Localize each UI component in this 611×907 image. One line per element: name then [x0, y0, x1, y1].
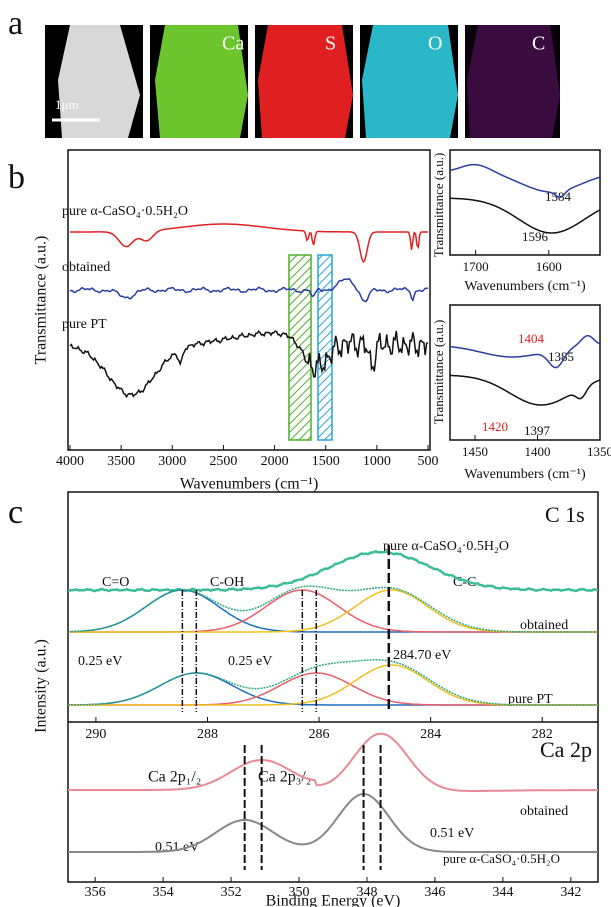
x-tick-label: 346 [424, 885, 445, 900]
element-label: O [428, 33, 442, 55]
curve-label: obtained [62, 260, 110, 275]
annotation: 284.70 eV [393, 648, 451, 663]
x-axis-label: Wavenumbers (cm⁻¹) [180, 476, 319, 493]
particle [155, 25, 248, 138]
highlight-band [317, 254, 333, 441]
particle [362, 25, 458, 138]
x-tick-label: 356 [85, 885, 106, 900]
curve-label: obtained [520, 804, 568, 819]
x-tick-label: 286 [309, 727, 330, 742]
peak-label: Ca 2p₃/₂ [258, 769, 311, 786]
plot-frame [67, 491, 599, 883]
plot-frame [67, 149, 431, 451]
x-tick-label: 350 [289, 885, 310, 900]
scale-label: 1μm [55, 97, 79, 112]
spectrum [68, 664, 598, 706]
curve-label: pure PT [62, 317, 107, 332]
spectrum-title: Ca 2p [540, 737, 592, 762]
spectrum [68, 589, 598, 633]
spectrum [68, 589, 598, 633]
panel-label: b [8, 159, 25, 196]
panel-label: a [8, 5, 23, 42]
spectrum [450, 197, 601, 234]
y-axis-label: Transmittance (a.u.) [33, 236, 50, 365]
x-tick-label: 4000 [56, 454, 84, 469]
x-tick-label: 3500 [107, 454, 135, 469]
x-tick-label: 1400 [525, 444, 551, 459]
x-tick-label: 282 [532, 727, 553, 742]
inset-frame [449, 149, 601, 256]
element-label: Ca [222, 33, 244, 55]
x-tick-label: 2500 [209, 454, 237, 469]
curve-label: pure α-CaSO₄·0.5H₂O [443, 851, 560, 866]
peak-label: C-OH [210, 575, 244, 590]
spectrum [69, 330, 429, 399]
x-tick-label: 354 [153, 885, 174, 900]
x-tick-label: 290 [85, 727, 106, 742]
x-tick-label: 288 [197, 727, 218, 742]
annotation: 0.51 eV [430, 826, 474, 841]
spectrum [449, 334, 601, 369]
curve-label: pure α-CaSO₄·0.5H₂O [383, 539, 509, 554]
annotation: 0.25 eV [78, 654, 122, 669]
spectrum [68, 589, 598, 633]
x-tick-label: 342 [560, 885, 581, 900]
panel-label: c [8, 494, 23, 531]
x-tick-label: 348 [356, 885, 377, 900]
x-tick-label: 1600 [536, 259, 562, 274]
peak-label: C=O [102, 575, 129, 590]
particle [467, 25, 560, 138]
annotation: 0.25 eV [228, 654, 272, 669]
x-tick-label: 352 [221, 885, 242, 900]
spectrum [67, 549, 599, 593]
y-axis-label: Intensity (a.u.) [33, 639, 50, 733]
x-tick-label: 284 [420, 727, 441, 742]
x-tick-label: 2000 [261, 454, 289, 469]
x-axis-label: Binding Energy (eV) [266, 893, 401, 907]
spectrum [68, 585, 598, 633]
spectrum [449, 163, 601, 198]
spectrum [68, 732, 598, 792]
peak-label: Ca 2p₁/₂ [148, 769, 201, 786]
annotation: 1420 [482, 419, 508, 434]
annotation: 0.51 eV [155, 840, 199, 855]
x-tick-label: 1700 [463, 259, 489, 274]
y-axis-label: Transmittance (a.u.) [431, 320, 446, 425]
x-tick-label: 1350 [587, 444, 611, 459]
x-tick-label: 1500 [312, 454, 340, 469]
element-label: C [532, 33, 545, 55]
spectrum [68, 659, 598, 706]
spectrum-title: C 1s [545, 502, 585, 527]
annotation: 1397 [524, 423, 551, 438]
y-axis-label: Transmittance (a.u.) [431, 153, 446, 258]
annotation: 1404 [518, 331, 545, 346]
curve-label: obtained [520, 618, 568, 633]
x-tick-label: 1450 [462, 444, 488, 459]
inset-frame [449, 304, 601, 441]
spectrum [70, 223, 428, 264]
x-axis-label: Wavenumbers (cm⁻¹) [464, 279, 586, 294]
particle [258, 25, 353, 138]
particle [58, 25, 140, 138]
spectrum [450, 374, 601, 406]
x-axis-label: Wavenumbers (cm⁻¹) [464, 467, 586, 482]
x-tick-label: 344 [492, 885, 513, 900]
x-tick-label: 1000 [363, 454, 391, 469]
x-tick-label: 3000 [158, 454, 186, 469]
x-tick-label: 500 [418, 454, 439, 469]
annotation: 1596 [522, 229, 549, 244]
curve-label: pure PT [508, 692, 553, 707]
spectrum [68, 792, 598, 853]
spectrum [69, 278, 429, 303]
element-label: S [325, 33, 336, 55]
curve-label: pure α-CaSO₄·0.5H₂O [62, 204, 188, 219]
